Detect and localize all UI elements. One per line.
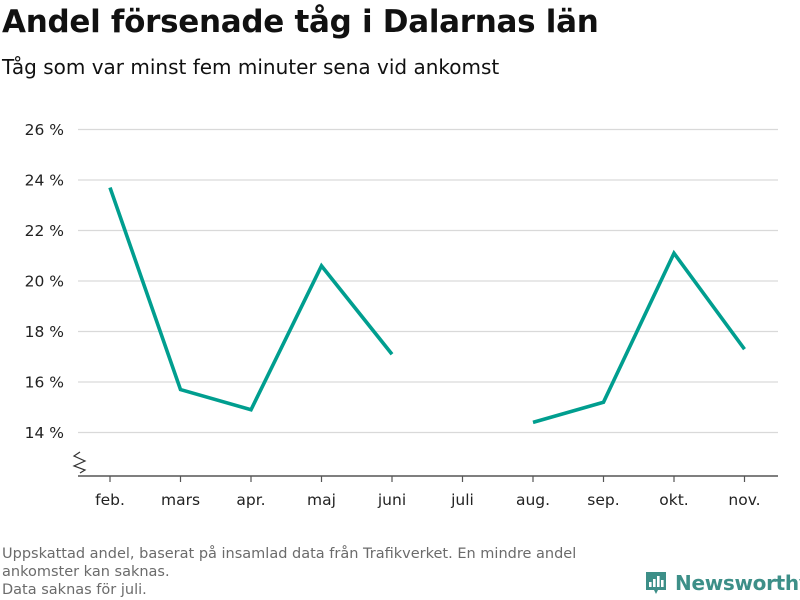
x-tick-label: juli — [450, 491, 474, 509]
brand-name: Newsworthy — [675, 571, 800, 595]
y-tick-label: 14 % — [25, 424, 64, 442]
y-tick-label: 22 % — [25, 222, 64, 240]
y-tick-label: 18 % — [25, 323, 64, 341]
y-axis-break-icon — [72, 451, 87, 474]
y-tick-label: 26 % — [25, 121, 64, 139]
x-tick-label: nov. — [728, 491, 760, 509]
footnote-missing-data: Data saknas för juli. — [2, 582, 147, 598]
y-tick-label: 16 % — [25, 374, 64, 392]
series-layer — [108, 186, 746, 425]
footnote: Uppskattad andel, baserat på insamlad da… — [2, 545, 642, 599]
x-tick-label: maj — [307, 491, 336, 509]
x-tick-label: okt. — [659, 491, 688, 509]
y-tick-label: 20 % — [25, 273, 64, 291]
x-tick-label: feb. — [95, 491, 125, 509]
x-tick-label: apr. — [236, 491, 265, 509]
axis-layer: 14 % 16 % 18 % 20 % 22 % 24 % 26 % feb. mars apr.… — [25, 121, 778, 509]
bar-chart-icon — [646, 572, 666, 594]
x-tick-label: juni — [377, 491, 406, 509]
chart-title: Andel försenade tåg i Dalarnas län — [2, 4, 599, 40]
series-line — [532, 249, 746, 425]
x-tick-label: sep. — [587, 491, 619, 509]
x-tick-label: mars — [161, 491, 200, 509]
footnote-source: Uppskattad andel, baserat på insamlad da… — [2, 546, 577, 580]
line-chart: 14 % 16 % 18 % 20 % 22 % 24 % 26 % feb. mars apr.… — [25, 121, 778, 509]
grid-layer — [78, 128, 778, 434]
series-line — [108, 186, 394, 412]
y-tick-label: 24 % — [25, 172, 64, 190]
chart-subtitle: Tåg som var minst fem minuter sena vid a… — [2, 55, 500, 79]
x-tick-label: aug. — [516, 491, 550, 509]
brand-logo: Newsworthy — [645, 568, 800, 598]
